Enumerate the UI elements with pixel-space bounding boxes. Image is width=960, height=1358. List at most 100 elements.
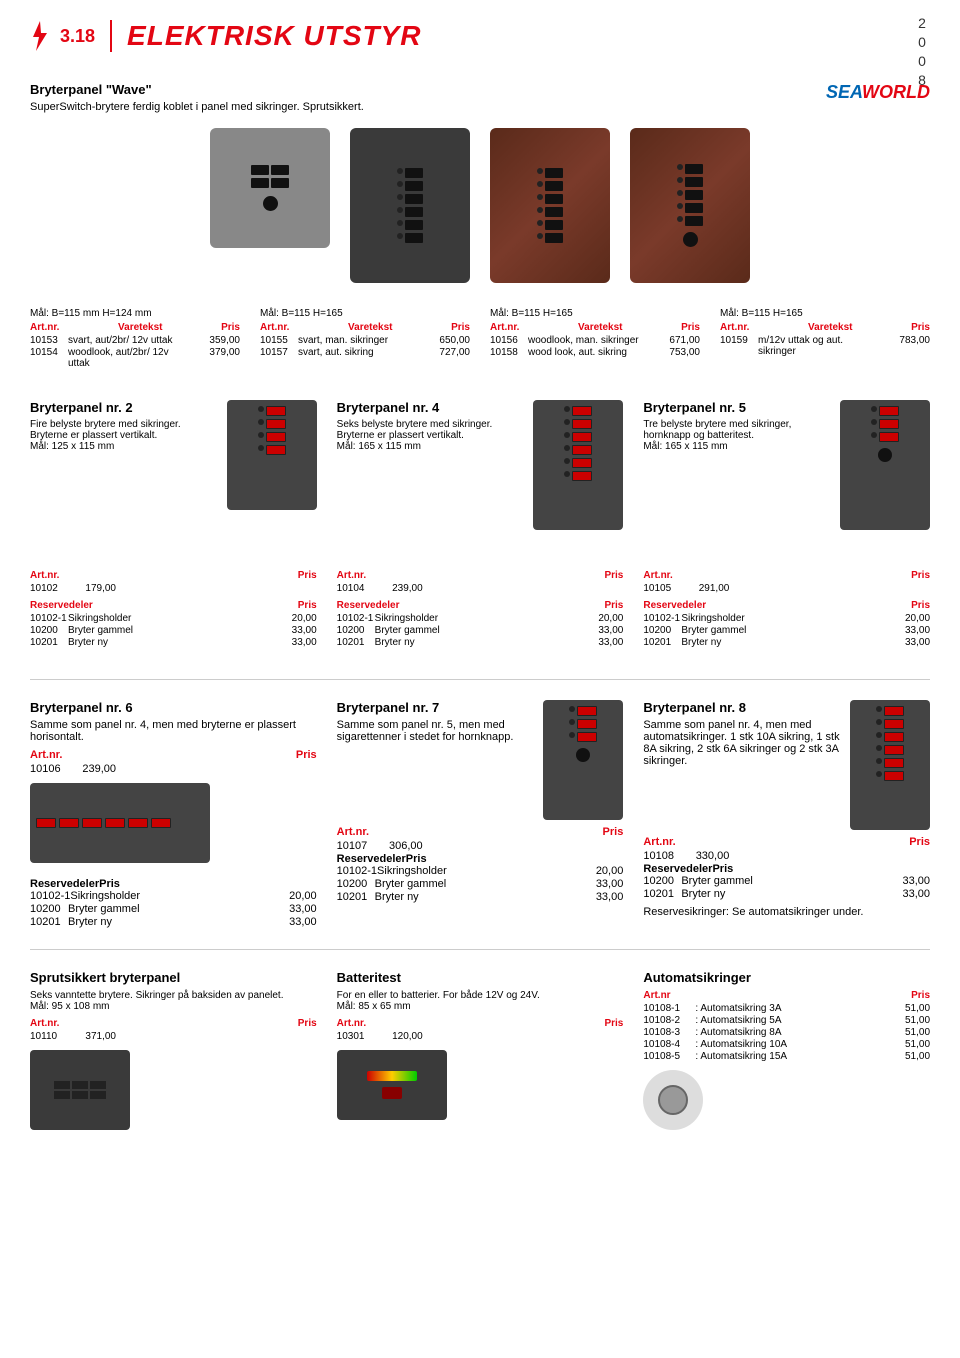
intro-row: Bryterpanel "Wave" SuperSwitch-brytere f… <box>30 82 930 113</box>
brand-sea: SEA <box>826 82 862 102</box>
p5-image <box>840 400 930 530</box>
table-row: 10200Bryter gammel33,00 <box>337 625 624 636</box>
auto-fuses: Automatsikringer Art.nrPris 10108-1: Aut… <box>643 970 930 1130</box>
splash-title: Sprutsikkert bryterpanel <box>30 970 317 985</box>
page-header: 3.18 ELEKTRISK UTSTYR 2008 <box>30 20 930 52</box>
splash-image <box>30 1050 130 1130</box>
table-row: 10102-1Sikringsholder20,00 <box>337 865 624 877</box>
p8-note: Reservesikringer: Se automatsikringer un… <box>643 906 930 918</box>
panel-6: Bryterpanel nr. 6 Samme som panel nr. 4,… <box>30 700 317 929</box>
panels-678: Bryterpanel nr. 6 Samme som panel nr. 4,… <box>30 700 930 929</box>
wave-image-2 <box>350 128 470 283</box>
p7-title: Bryterpanel nr. 7 <box>337 700 534 715</box>
p5-desc: Tre belyste brytere med sikringer, hornk… <box>643 419 830 441</box>
p4-parts: Art.nr.Pris 10104239,00 ReservedelerPris… <box>337 570 624 649</box>
table-row: 10201Bryter ny33,00 <box>643 637 930 648</box>
splash-panel: Sprutsikkert bryterpanel Seks vanntette … <box>30 970 317 1130</box>
header-divider <box>110 20 112 52</box>
year-label: 2008 <box>914 15 930 91</box>
p2-parts: Art.nr.Pris 10102179,00 ReservedelerPris… <box>30 570 317 649</box>
table-row: 10102-1Sikringsholder20,00 <box>337 613 624 624</box>
intro-text: Bryterpanel "Wave" SuperSwitch-brytere f… <box>30 82 364 113</box>
panel-4: Bryterpanel nr. 4 Seks belyste brytere m… <box>337 400 624 540</box>
battery-test: Batteritest For en eller to batterier. F… <box>337 970 624 1130</box>
p4-image <box>533 400 623 530</box>
measure: Mål: B=115 H=165 <box>260 308 470 319</box>
table-row: 10201Bryter ny33,00 <box>337 637 624 648</box>
bottom-row: Sprutsikkert bryterpanel Seks vanntette … <box>30 970 930 1130</box>
p4-title: Bryterpanel nr. 4 <box>337 400 524 415</box>
p2-measure: Mål: 125 x 115 mm <box>30 441 217 452</box>
splash-measure: Mål: 95 x 108 mm <box>30 1001 317 1012</box>
table-row: 10200Bryter gammel33,00 <box>30 625 317 636</box>
p2-image <box>227 400 317 510</box>
p8-title: Bryterpanel nr. 8 <box>643 700 840 715</box>
p4-desc: Seks belyste brytere med sikringer. Bryt… <box>337 419 524 441</box>
p4-measure: Mål: 165 x 115 mm <box>337 441 524 452</box>
table-row: 10108-2: Automatsikring 5A51,00 <box>643 1015 930 1026</box>
table-row: 10200Bryter gammel33,00 <box>337 878 624 890</box>
batt-image <box>337 1050 447 1120</box>
table-row: 10157svart, aut. sikring727,00 <box>260 347 470 358</box>
wave-image-4 <box>630 128 750 283</box>
p2-title: Bryterpanel nr. 2 <box>30 400 217 415</box>
wave-images <box>30 128 930 283</box>
table-row: 10102-1Sikringsholder20,00 <box>30 613 317 624</box>
th-pris: Pris <box>221 322 240 333</box>
wave-title: Bryterpanel "Wave" <box>30 82 364 97</box>
batt-measure: Mål: 85 x 65 mm <box>337 1001 624 1012</box>
wave-desc: SuperSwitch-brytere ferdig koblet i pane… <box>30 101 364 113</box>
table-row: 10201Bryter ny33,00 <box>30 637 317 648</box>
panels-245: Bryterpanel nr. 2 Fire belyste brytere m… <box>30 400 930 540</box>
p5-measure: Mål: 165 x 115 mm <box>643 441 830 452</box>
wave-image-3 <box>490 128 610 283</box>
th-artnr: Art.nr. <box>30 322 59 333</box>
table-row: 10200Bryter gammel33,00 <box>30 903 317 915</box>
table-row: 10156woodlook, man. sikringer671,00 <box>490 335 700 346</box>
table-row: 10154woodlook, aut/2br/ 12v uttak379,00 <box>30 347 240 369</box>
wave-spec-1: Mål: B=115 mm H=124 mm Art.nr. Varetekst P… <box>30 308 240 370</box>
batt-desc: For en eller to batterier. For både 12V … <box>337 990 624 1001</box>
th-varetekst: Varetekst <box>118 322 162 333</box>
bolt-icon <box>30 21 50 51</box>
table-row: 10159m/12v uttak og aut. sikringer783,00 <box>720 335 930 357</box>
table-row: 10102-1Sikringsholder20,00 <box>30 890 317 902</box>
auto-image <box>643 1070 703 1130</box>
table-row: 10155svart, man. sikringer650,00 <box>260 335 470 346</box>
p6-title: Bryterpanel nr. 6 <box>30 700 317 715</box>
p7-image <box>543 700 623 820</box>
splash-desc: Seks vanntette brytere. Sikringer på bak… <box>30 990 317 1001</box>
table-row: 10153svart, aut/2br/ 12v uttak359,00 <box>30 335 240 346</box>
wave-specs: Mål: B=115 mm H=124 mm Art.nr. Varetekst P… <box>30 308 930 370</box>
measure: Mål: B=115 H=165 <box>720 308 930 319</box>
p2-desc: Fire belyste brytere med sikringer. Bryt… <box>30 419 217 441</box>
p8-desc: Samme som panel nr. 4, men med automatsi… <box>643 719 840 767</box>
table-row: 10158wood look, aut. sikring753,00 <box>490 347 700 358</box>
panel-5: Bryterpanel nr. 5 Tre belyste brytere me… <box>643 400 930 540</box>
table-row: 10200Bryter gammel33,00 <box>643 875 930 887</box>
measure: Mål: B=115 H=165 <box>490 308 700 319</box>
section-title: ELEKTRISK UTSTYR <box>127 20 421 52</box>
wave-image-1 <box>210 128 330 248</box>
measure: Mål: B=115 mm H=124 mm <box>30 308 240 319</box>
table-row: 10200Bryter gammel33,00 <box>643 625 930 636</box>
wave-spec-4: Mål: B=115 H=165 Art.nr.VaretekstPris 10… <box>720 308 930 370</box>
p6-image <box>30 783 210 863</box>
p5-parts: Art.nr.Pris 10105291,00 ReservedelerPris… <box>643 570 930 649</box>
p7-desc: Samme som panel nr. 5, men med sigarette… <box>337 719 534 743</box>
p5-title: Bryterpanel nr. 5 <box>643 400 830 415</box>
p6-desc: Samme som panel nr. 4, men med bryterne … <box>30 719 317 743</box>
separator-2 <box>30 949 930 950</box>
auto-title: Automatsikringer <box>643 970 930 985</box>
table-row: 10108-5: Automatsikring 15A51,00 <box>643 1051 930 1062</box>
separator <box>30 679 930 680</box>
table-row: 10201Bryter ny33,00 <box>643 888 930 900</box>
section-number: 3.18 <box>60 26 95 47</box>
table-row: 10201Bryter ny33,00 <box>30 916 317 928</box>
wave-spec-3: Mål: B=115 H=165 Art.nr.VaretekstPris 10… <box>490 308 700 370</box>
table-row: 10201Bryter ny33,00 <box>337 891 624 903</box>
panel-8: Bryterpanel nr. 8 Samme som panel nr. 4,… <box>643 700 930 929</box>
table-row: 10102-1Sikringsholder20,00 <box>643 613 930 624</box>
table-row: 10108-1: Automatsikring 3A51,00 <box>643 1003 930 1014</box>
panel-7: Bryterpanel nr. 7 Samme som panel nr. 5,… <box>337 700 624 929</box>
